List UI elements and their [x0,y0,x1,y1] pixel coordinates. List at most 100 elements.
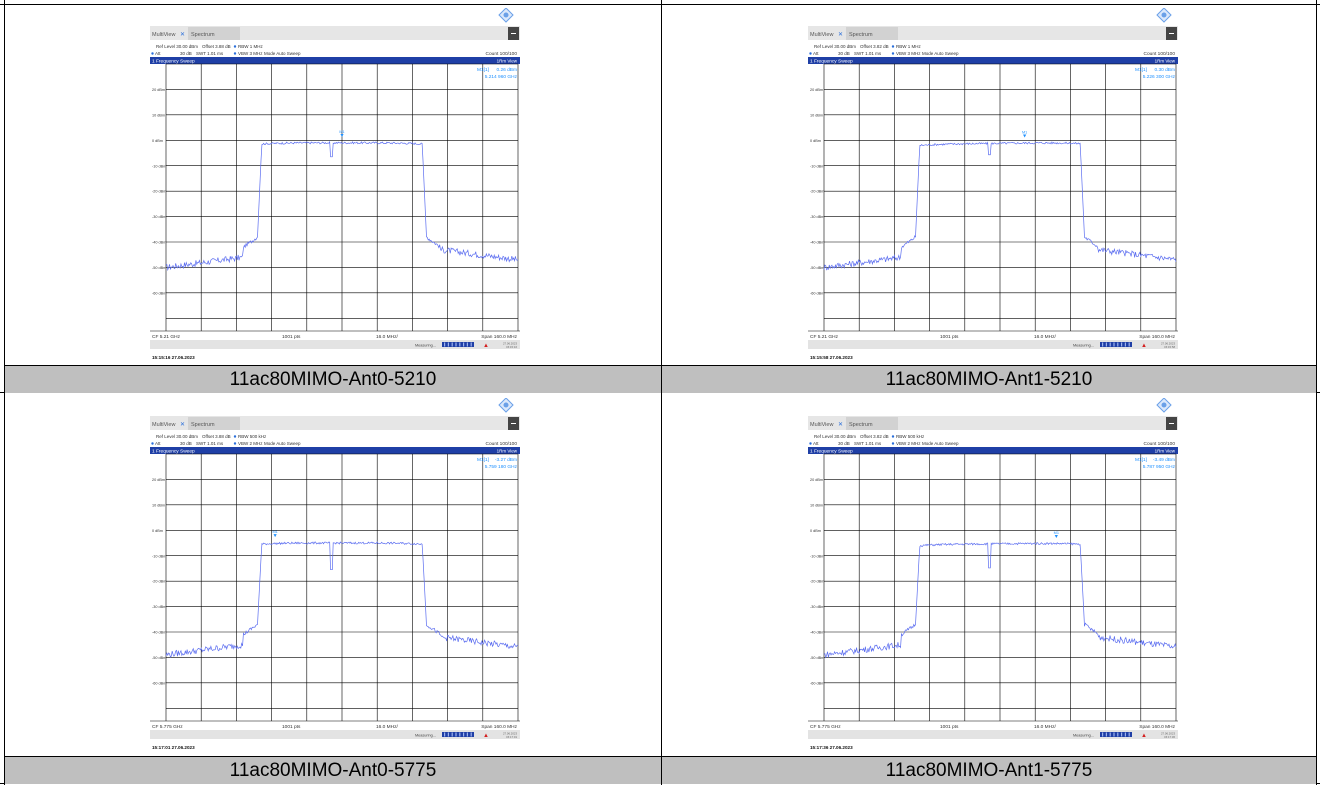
marker-tag: M1 [1022,131,1027,135]
att-label: Att [155,441,161,446]
y-tick-label: 0 dBm [810,139,821,143]
sweep-points: 1001 pts [282,334,301,340]
y-tick-label: -60 dBm [152,681,166,685]
y-tick-label: -10 dBm [810,164,824,168]
marker-tag: M1 [272,530,277,534]
sweep-header [150,447,520,454]
status-date: 27.06.2023 [1161,342,1175,346]
caption-ant1-5210: 11ac80MIMO-Ant1-5210 [662,365,1316,393]
warning-icon[interactable]: ▲ [483,343,489,349]
warning-icon[interactable]: ▲ [1141,733,1147,739]
warning-icon[interactable]: ▲ [1141,343,1147,349]
swt: SWT 1.01 ms [854,441,882,446]
sweep-mode: Mode Auto Sweep [264,51,301,56]
tab-spectrum[interactable] [846,417,898,430]
caption-ant0-5210: 11ac80MIMO-Ant0-5210 [5,365,661,393]
status-time: 15:15:58 [1164,345,1175,349]
marker-label: M1[1] [1135,457,1147,463]
status-bar [150,730,520,739]
spectrum-screenshot-ant0-5775: MultiView ✕ Spectrum Ref Level 30.00 dBm Off… [150,398,520,753]
marker-icon [340,134,344,138]
progress-bar [442,342,474,347]
status-text: Measuring... [1073,734,1094,738]
capture-timestamp: 15:17:01 27.06.2023 [152,745,195,750]
capture-timestamp: 15:17:36 27.06.2023 [810,745,853,750]
marker-tag: M1 [339,130,344,134]
y-tick-label: 10 dBm [810,113,823,117]
tab-spectrum[interactable] [188,27,240,40]
y-tick-label: 20 dBm [810,478,823,482]
tab-multiview: MultiView [152,422,175,428]
tab-spectrum[interactable] [846,27,898,40]
tab-spectrum-label: Spectrum [849,32,873,38]
ref-level: Ref Level 30.00 dBm [814,44,856,49]
tab-close-icon[interactable]: ✕ [838,422,843,428]
tab-close-icon[interactable]: ✕ [180,32,185,38]
sweep-points: 1001 pts [282,724,301,730]
tab-spectrum[interactable] [188,417,240,430]
progress-bar [1100,732,1132,737]
ref-level: Ref Level 30.00 dBm [156,434,198,439]
att-value: 30 dB [180,51,192,56]
tab-multiview: MultiView [152,32,175,38]
att-value: 30 dB [838,51,850,56]
marker-level: -3.27 dBm [495,457,517,463]
spectrum-screenshot-ant1-5210: MultiView ✕ Spectrum Ref Level 30.00 dBm Off… [808,8,1178,363]
tab-bar [808,26,1178,40]
spectrum-trace [823,141,1177,271]
marker-icon [273,534,277,538]
status-bar [150,340,520,349]
tab-close-icon[interactable]: ✕ [838,32,843,38]
sweep-title: 1 Frequency Sweep [152,449,195,455]
warning-icon[interactable]: ▲ [483,733,489,739]
frequency-per-division: 16.0 MHz/ [1034,724,1057,730]
sweep-points: 1001 pts [940,724,959,730]
y-tick-label: -50 dBm [810,656,824,660]
marker-label: M1[1] [477,67,489,73]
y-tick-label: -30 dBm [152,605,166,609]
table-right-border [1316,0,1317,785]
plot-grid [808,453,1178,722]
att-label: Att [813,51,819,56]
tab-spectrum-label: Spectrum [849,422,873,428]
status-time: 15:17:01 [506,735,517,739]
att-label: Att [813,441,819,446]
y-tick-label: -30 dBm [152,215,166,219]
vbw: VBW 3 MHz [896,51,921,56]
sweep-points: 1001 pts [940,334,959,340]
marker-level: -3.49 dBm [1153,457,1175,463]
swt: SWT 1.01 ms [854,51,882,56]
span: Span 160.0 MHz [1139,334,1175,340]
rs-logo-icon [1156,8,1172,23]
y-tick-label: -40 dBm [152,241,166,245]
spectrum-trace [165,541,519,658]
plot-grid [150,453,520,722]
sweep-header [808,447,1178,454]
span: Span 160.0 MHz [481,724,517,730]
y-tick-label: 10 dBm [810,503,823,507]
marker-level: 0.30 dBm [1154,67,1175,73]
status-bar [808,340,1178,349]
caption-ant1-5775: 11ac80MIMO-Ant1-5775 [662,756,1316,784]
marker-frequency: 5.226 300 GHz [1143,74,1176,80]
table-left-border [4,0,5,785]
sweep-header [808,57,1178,64]
tab-bar [150,416,520,430]
tab-close-icon[interactable]: ✕ [180,422,185,428]
spectrum-trace [823,542,1177,659]
plot-grid [150,63,520,332]
marker-frequency: 5.214 960 GHz [485,74,518,80]
progress-bar [1100,342,1132,347]
y-tick-label: 20 dBm [152,88,165,92]
y-tick-label: 20 dBm [810,88,823,92]
rbw: RBW 500 kHz [896,434,925,439]
marker-icon [1054,534,1058,538]
sweep-title: 1 Frequency Sweep [810,59,853,65]
rbw: RBW 1 MHz [896,44,922,49]
y-tick-label: 0 dBm [152,139,163,143]
y-tick-label: -60 dBm [152,291,166,295]
center-frequency: CF 5.21 GHz [152,334,181,340]
tab-bar [808,416,1178,430]
sweep-count: Count 100/100 [486,51,518,57]
status-time: 15:15:16 [506,345,517,349]
